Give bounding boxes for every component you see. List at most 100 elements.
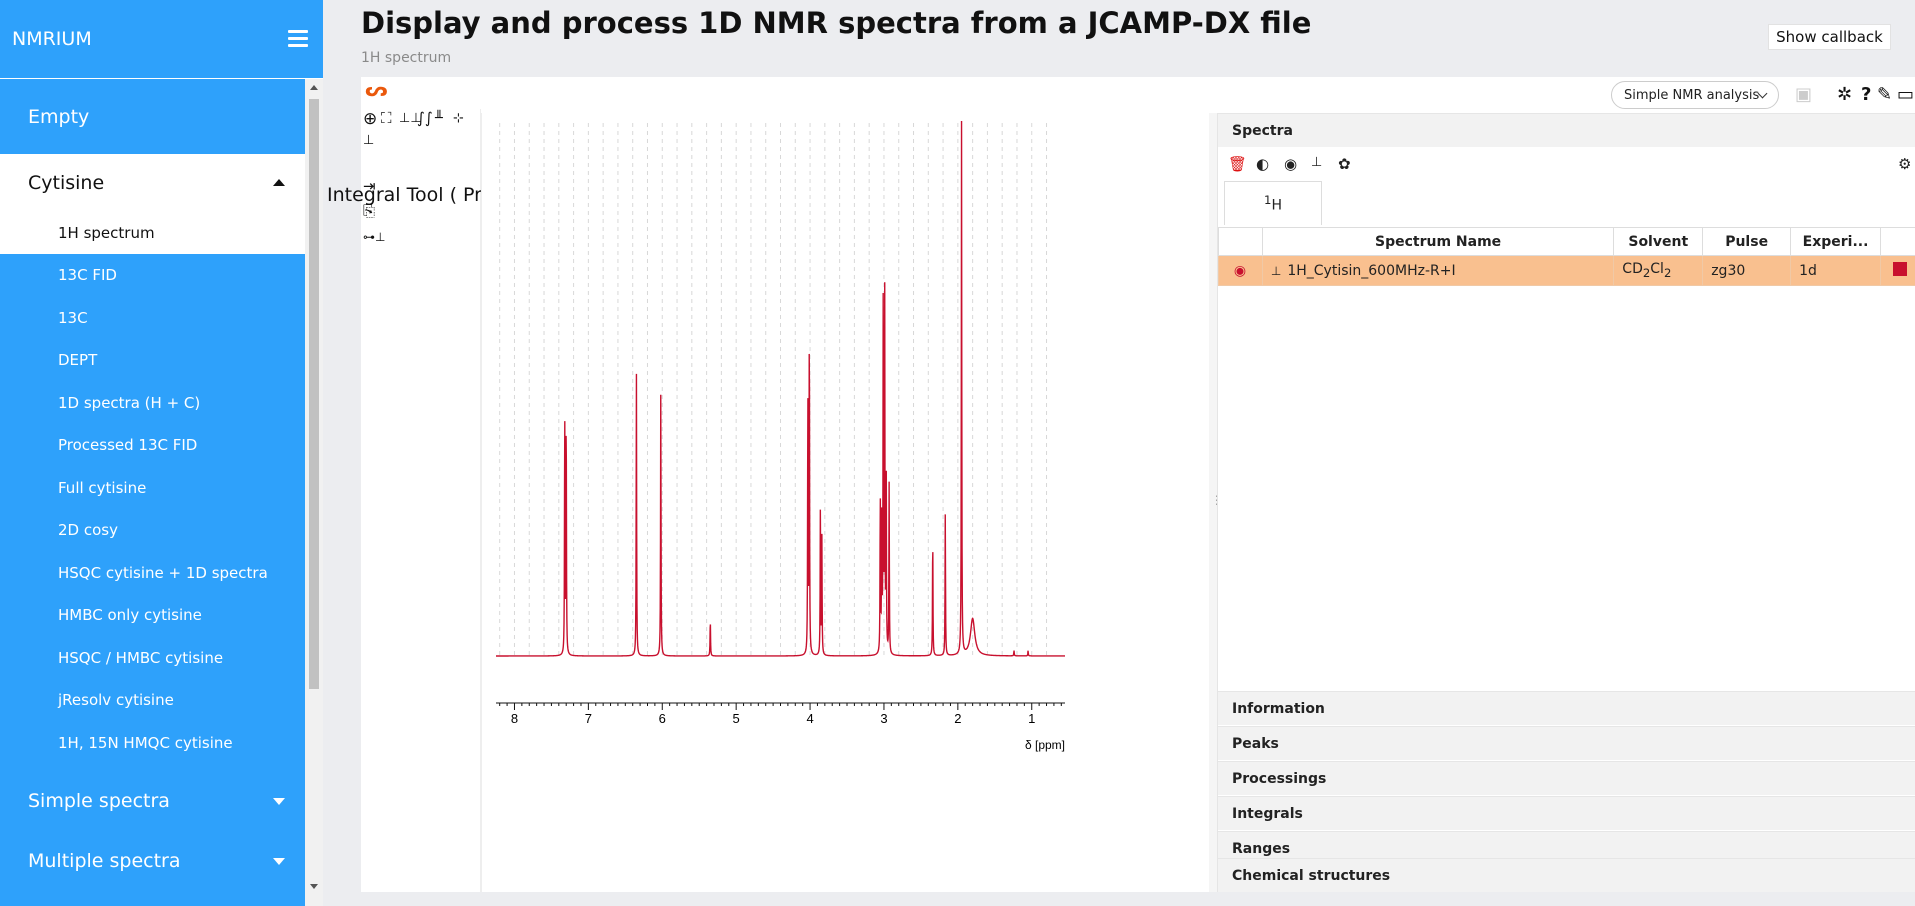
sidebar-item-jresolv[interactable]: jResolv cytisine xyxy=(0,679,305,721)
sidebar-group-label: Simple spectra xyxy=(28,790,170,812)
sidebar-item-hmqc[interactable]: 1H, 15N HMQC cytisine xyxy=(0,722,305,764)
sidebar-item-1h-spectrum[interactable]: 1H spectrum xyxy=(0,212,305,254)
sidebar-item-label: HMBC only cytisine xyxy=(58,606,202,624)
spectrum-line[interactable] xyxy=(496,121,1065,657)
column-header-experiment[interactable]: Experi... xyxy=(1790,227,1881,256)
spectrum-1d-icon: ⊥ xyxy=(1270,263,1282,278)
table-row[interactable]: ◉ ⊥ 1H_Cytisin_600MHz-R+I CD2Cl2 zg30 1d xyxy=(1218,255,1915,286)
scroll-down-icon[interactable] xyxy=(310,884,318,889)
accordion-label: Chemical structures xyxy=(1232,867,1391,884)
sidebar-item-label: 13C FID xyxy=(58,266,117,284)
sidebar-item-hsqc-hmbc[interactable]: HSQC / HMBC cytisine xyxy=(0,637,305,679)
color-palette-icon[interactable]: ✿ xyxy=(1338,155,1351,173)
accordion-label: Peaks xyxy=(1232,735,1279,752)
sidebar-item-label: jResolv cytisine xyxy=(58,691,174,709)
hamburger-menu-icon[interactable] xyxy=(288,30,308,48)
column-header-visibility[interactable] xyxy=(1218,227,1263,256)
chevron-down-icon xyxy=(273,798,285,805)
save-icon[interactable]: ▣ xyxy=(1795,84,1813,105)
sidebar-item-label: Processed 13C FID xyxy=(58,436,198,454)
gear-icon[interactable]: ⚙ xyxy=(1898,155,1912,173)
sidebar-item-label: HSQC / HMBC cytisine xyxy=(58,649,224,667)
app-title[interactable]: NMRIUM xyxy=(12,28,92,50)
visibility-eye-icon[interactable]: ◉ xyxy=(1218,255,1263,286)
rectangle-select-icon[interactable]: ⛶ xyxy=(381,109,392,127)
spectrum-chart[interactable]: 8 7 6 5 4 3 2 1 δ [ppm] xyxy=(481,113,1209,892)
accordion-label: Integrals xyxy=(1232,805,1303,822)
exclusion-zone-icon[interactable]: ⊥ xyxy=(363,133,375,148)
sidebar-item-label: DEPT xyxy=(58,351,98,369)
chevron-up-icon xyxy=(273,179,285,186)
sidebar-scrollbar[interactable] xyxy=(305,79,323,906)
sidebar-item-dept[interactable]: DEPT xyxy=(0,339,305,381)
sidebar-item-hsqc-1d[interactable]: HSQC cytisine + 1D spectra xyxy=(0,552,305,594)
accordion-peaks[interactable]: Peaks xyxy=(1218,726,1915,760)
integral-icon[interactable]: ∫∫ xyxy=(417,109,433,127)
sidebar-group-simple-spectra[interactable]: Simple spectra xyxy=(0,770,305,832)
help-icon[interactable]: ? xyxy=(1861,84,1872,105)
sidebar-item-label: Full cytisine xyxy=(58,479,147,497)
sidebar-item-label: 1H spectrum xyxy=(58,224,155,242)
sidebar-item-processed-13c-fid[interactable]: Processed 13C FID xyxy=(0,424,305,466)
apodization-icon[interactable]: ⊶⊥ xyxy=(363,230,386,244)
show-callback-button[interactable]: Show callback xyxy=(1768,24,1891,50)
sidebar: NMRIUM Empty Cytisine 1H spectrum 13C FI… xyxy=(0,0,323,906)
sidebar-item-hmbc[interactable]: HMBC only cytisine xyxy=(0,594,305,636)
accordion-integrals[interactable]: Integrals xyxy=(1218,796,1915,830)
accordion-processings[interactable]: Processings xyxy=(1218,761,1915,795)
sidebar-item-label: 1D spectra (H + C) xyxy=(58,394,201,412)
sidebar-group-cytisine[interactable]: Cytisine xyxy=(0,154,305,212)
sidebar-item-2d-cosy[interactable]: 2D cosy xyxy=(0,509,305,551)
tools-toolbar: ⊕ ⛶ ⊥⊥ ∫∫ ╨ ⊹ ⊥ Integral Tool ( Press i … xyxy=(327,109,538,892)
column-header-pulse[interactable]: Pulse xyxy=(1702,227,1792,256)
accordion-information[interactable]: Information xyxy=(1218,691,1915,725)
color-swatch[interactable] xyxy=(1892,261,1907,276)
spectra-panel-title: Spectra xyxy=(1232,122,1293,139)
window-icon[interactable]: ▭ xyxy=(1897,84,1915,105)
x-tick-label: 2 xyxy=(954,711,961,726)
sidebar-item-full-cytisine[interactable]: Full cytisine xyxy=(0,467,305,509)
sidebar-item-13c[interactable]: 13C xyxy=(0,297,305,339)
nmrium-viewer: ᔕ Simple NMR analysis ▣ ✲ ? ✎ ▭ ⊕ ⛶ ⊥⊥ ∫… xyxy=(327,77,1915,892)
right-panel: Spectra 🗑︎ ◐ ◉ ⊥ ✿ ⚙ 1H Spectrum Name So… xyxy=(1217,113,1915,892)
sidebar-group-label: Empty xyxy=(28,106,90,128)
scrollbar-thumb[interactable] xyxy=(309,99,319,689)
spectrum-name-cell[interactable]: ⊥ 1H_Cytisin_600MHz-R+I xyxy=(1261,255,1615,286)
spectrum-settings-icon[interactable]: ⊥ xyxy=(1311,155,1323,170)
x-axis-label: δ [ppm] xyxy=(1025,738,1065,752)
spectrum-color-swatch[interactable] xyxy=(1879,255,1915,286)
sidebar-item-1d-spectra[interactable]: 1D spectra (H + C) xyxy=(0,382,305,424)
accordion-chemical-structures[interactable]: Chemical structures xyxy=(1218,858,1915,892)
tab-label: 1H xyxy=(1264,193,1282,214)
import-icon[interactable]: ⇥ xyxy=(363,177,376,195)
accordion-label: Processings xyxy=(1232,770,1327,787)
column-header-color xyxy=(1879,227,1915,256)
workspace-select[interactable]: Simple NMR analysis xyxy=(1611,81,1779,109)
baseline-icon[interactable]: ⊹ xyxy=(453,111,464,126)
show-all-icon[interactable]: ◉ xyxy=(1284,155,1298,173)
wrench-icon[interactable]: ✎ xyxy=(1877,84,1893,105)
export-icon[interactable]: ⎘ xyxy=(363,202,376,220)
x-tick-label: 7 xyxy=(585,711,592,726)
accordion-label: Ranges xyxy=(1232,840,1291,857)
peak-picking-icon[interactable]: ⊥⊥ xyxy=(399,111,422,126)
sidebar-item-label: 1H, 15N HMQC cytisine xyxy=(58,734,233,752)
spectra-panel-header[interactable]: Spectra xyxy=(1218,113,1915,147)
spectrum-name: 1H_Cytisin_600MHz-R+I xyxy=(1287,262,1456,279)
zoom-icon[interactable]: ⊕ xyxy=(363,109,378,129)
column-header-solvent[interactable]: Solvent xyxy=(1613,227,1704,256)
scroll-up-icon[interactable] xyxy=(310,85,318,90)
sidebar-group-empty[interactable]: Empty xyxy=(0,80,305,154)
tab-1h[interactable]: 1H xyxy=(1224,181,1322,225)
sidebar-group-label: Multiple spectra xyxy=(28,850,181,872)
bug-icon[interactable]: ✲ xyxy=(1837,84,1853,105)
hide-all-icon[interactable]: ◐ xyxy=(1256,155,1270,173)
range-icon[interactable]: ╨ xyxy=(435,111,443,126)
solvent-value: CD2Cl2 xyxy=(1622,261,1672,280)
sidebar-item-13c-fid[interactable]: 13C FID xyxy=(0,254,305,296)
delete-icon[interactable]: 🗑︎ xyxy=(1228,155,1248,173)
nmrium-logo[interactable]: ᔕ xyxy=(365,77,388,101)
column-header-name[interactable]: Spectrum Name xyxy=(1261,227,1615,256)
spectrum-plot[interactable]: 8 7 6 5 4 3 2 1 δ [ppm] xyxy=(482,113,1210,892)
sidebar-group-multiple-spectra[interactable]: Multiple spectra xyxy=(0,832,305,890)
